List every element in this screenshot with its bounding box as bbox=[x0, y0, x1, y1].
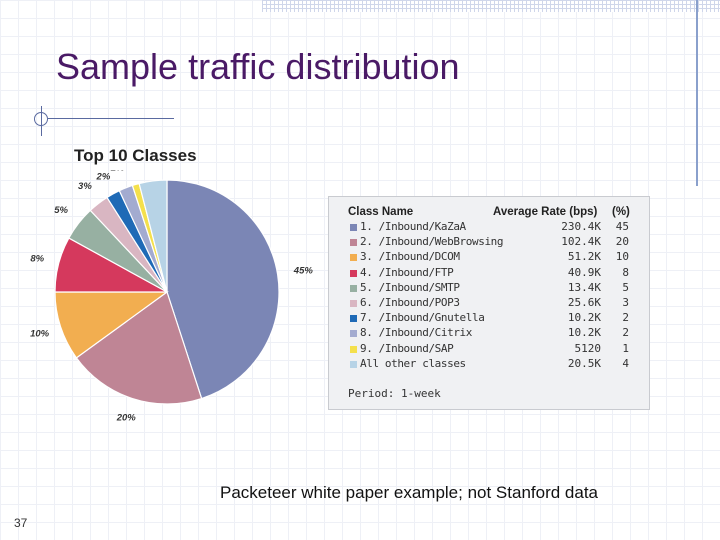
legend-class-name: 3. /Inbound/DCOM bbox=[360, 250, 460, 264]
top-decoration-band bbox=[262, 0, 720, 12]
legend-swatch bbox=[350, 269, 357, 277]
legend-class-name: 2. /Inbound/WebBrowsing bbox=[360, 235, 504, 249]
legend-class-name: 9. /Inbound/SAP bbox=[360, 341, 454, 355]
legend-percent: 2 bbox=[622, 326, 629, 340]
legend-percent: 20 bbox=[615, 235, 629, 249]
legend-percent: 1 bbox=[622, 341, 629, 355]
legend-row: All other classes 20.5K 4 bbox=[329, 357, 649, 372]
legend-row: 2. /Inbound/WebBrowsing 102.4K 20 bbox=[329, 235, 649, 250]
title-underline bbox=[48, 118, 174, 119]
legend-class-name: 5. /Inbound/SMTP bbox=[360, 280, 460, 294]
legend-rate: 5120 bbox=[574, 341, 602, 355]
legend-rate: 230.4K bbox=[561, 220, 601, 233]
legend-header-rate: Average Rate (bps) bbox=[493, 206, 598, 218]
legend-rate: 10.2K bbox=[567, 311, 601, 325]
pie-slice-label: 45% bbox=[293, 265, 314, 276]
slide-title: Sample traffic distribution bbox=[56, 46, 460, 87]
legend-percent: 3 bbox=[622, 296, 629, 309]
pie-slice-label: 8% bbox=[30, 254, 44, 265]
legend-percent: 45 bbox=[615, 220, 629, 233]
chart-title: Top 10 Classes bbox=[74, 146, 197, 165]
legend-swatch bbox=[350, 254, 357, 262]
legend-class-name: 7. /Inbound/Gnutella bbox=[360, 311, 485, 325]
pie-slice-label: 2% bbox=[110, 170, 125, 173]
pie-slice-label: 20% bbox=[116, 413, 137, 424]
legend-table: Class Name Average Rate (bps) (%) 1. /In… bbox=[328, 196, 650, 410]
legend-class-name: 1. /Inbound/KaZaA bbox=[360, 220, 466, 233]
legend-rate: 102.4K bbox=[561, 235, 601, 249]
legend-row: 9. /Inbound/SAP 5120 1 bbox=[329, 342, 649, 357]
legend-header-class: Class Name bbox=[348, 206, 414, 218]
legend-swatch bbox=[350, 300, 357, 307]
legend-swatch bbox=[350, 345, 357, 353]
legend-row: 3. /Inbound/DCOM 51.2K 10 bbox=[329, 250, 649, 265]
legend-row: 1. /Inbound/KaZaA 230.4K 45 bbox=[329, 220, 649, 235]
legend-row: 6. /Inbound/POP3 25.6K 3 bbox=[329, 296, 649, 311]
pie-slice-label: 5% bbox=[54, 205, 68, 216]
pie-slice bbox=[166, 179, 280, 400]
legend-rate: 51.2K bbox=[567, 250, 601, 264]
pie-slice-label: 10% bbox=[30, 328, 50, 339]
legend-percent: 8 bbox=[622, 265, 629, 279]
legend-header-percent: (%) bbox=[612, 206, 630, 218]
legend-rate: 13.4K bbox=[567, 280, 601, 294]
legend-swatch bbox=[350, 224, 357, 231]
legend-row: 4. /Inbound/FTP 40.9K 8 bbox=[329, 266, 649, 281]
legend-swatch bbox=[350, 315, 357, 323]
title-ornament-circle bbox=[34, 112, 48, 126]
legend-row: 5. /Inbound/SMTP 13.4K 5 bbox=[329, 281, 649, 296]
legend-row: 7. /Inbound/Gnutella 10.2K 2 bbox=[329, 311, 649, 326]
legend-class-name: 8. /Inbound/Citrix bbox=[360, 326, 473, 340]
legend-swatch bbox=[350, 330, 357, 338]
legend-rate: 25.6K bbox=[567, 296, 601, 309]
legend-percent: 5 bbox=[622, 280, 629, 294]
pie-slice bbox=[138, 179, 168, 293]
legend-percent: 2 bbox=[622, 311, 629, 325]
legend-swatch bbox=[350, 360, 357, 368]
legend-rate: 20.5K bbox=[567, 356, 601, 370]
legend-class-name: All other classes bbox=[360, 356, 466, 370]
legend-class-name: 4. /Inbound/FTP bbox=[360, 265, 454, 279]
legend-swatch bbox=[350, 239, 357, 247]
legend-rate: 10.2K bbox=[567, 326, 601, 340]
slide-caption: Packeteer white paper example; not Stanf… bbox=[220, 483, 599, 502]
right-decoration-line bbox=[696, 0, 698, 186]
pie-slice-label: 2% bbox=[96, 171, 111, 182]
pie-slice bbox=[75, 291, 203, 405]
legend-class-name: 6. /Inbound/POP3 bbox=[360, 296, 460, 309]
legend-percent: 10 bbox=[615, 250, 629, 264]
legend-row: 8. /Inbound/Citrix 10.2K 2 bbox=[329, 326, 649, 341]
legend-period: Period: 1-week bbox=[348, 387, 441, 400]
page-number: 37 bbox=[14, 516, 28, 530]
pie-slice-label: 3% bbox=[78, 181, 92, 192]
pie-chart: 45%20%10%8%5%3%2%2%1%4% bbox=[30, 170, 314, 424]
legend-percent: 4 bbox=[622, 356, 629, 370]
legend-rate: 40.9K bbox=[567, 265, 601, 279]
legend-swatch bbox=[350, 284, 357, 292]
